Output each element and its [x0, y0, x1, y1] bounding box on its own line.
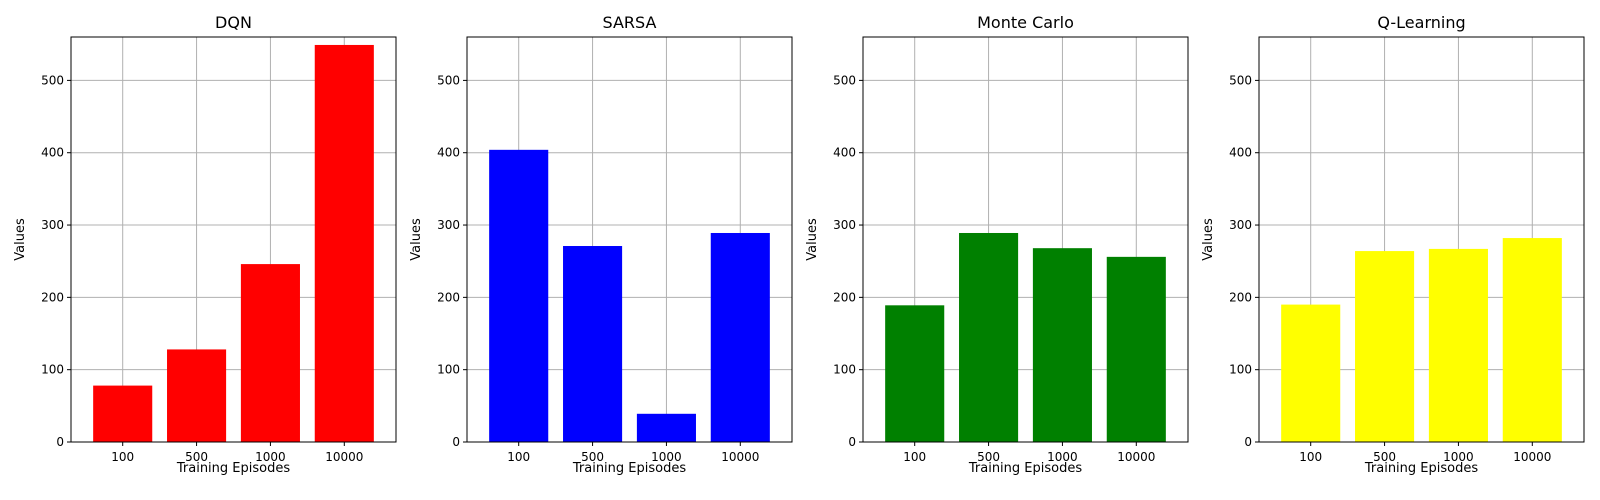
plot-frame: [466, 36, 793, 443]
x-tick-label: 100: [903, 450, 926, 464]
plot-frame: [862, 36, 1189, 443]
x-tick-label: 10000: [721, 450, 759, 464]
y-tick-label: 500: [437, 73, 460, 87]
x-tick-label: 1000: [1443, 450, 1474, 464]
bar-10000: [314, 44, 374, 443]
y-tick-label: 0: [848, 435, 856, 449]
x-tick-label: 1000: [1047, 450, 1078, 464]
bar-1000: [240, 264, 300, 442]
bar-100: [489, 149, 549, 443]
bar-500: [563, 246, 623, 442]
x-tick-label: 10000: [1117, 450, 1155, 464]
y-tick-label: 400: [41, 146, 64, 160]
bar-10000: [1106, 256, 1166, 442]
y-tick-label: 100: [437, 363, 460, 377]
x-axis-label: Training Episodes: [572, 461, 686, 476]
y-tick-label: 400: [437, 146, 460, 160]
x-tick-label: 500: [185, 450, 208, 464]
bar-10000: [1502, 238, 1562, 442]
y-tick-label: 0: [56, 435, 64, 449]
chart-panel-1: 0 100 200 300 400 500 100 500 1000 10000 SARSA Trai…: [409, 13, 793, 476]
x-axis-label: Training Episodes: [968, 461, 1082, 476]
x-tick-label: 500: [1373, 450, 1396, 464]
bar-100: [1281, 304, 1341, 442]
y-tick-label: 400: [1229, 146, 1252, 160]
y-tick-label: 200: [437, 290, 460, 304]
chart-panel-2: 0 100 200 300 400 500 100 500 1000 10000 Monte Car…: [805, 13, 1189, 476]
bar-100: [93, 385, 153, 442]
x-tick-label: 10000: [325, 450, 363, 464]
y-axis-label: Values: [13, 218, 28, 261]
y-tick-label: 100: [41, 363, 64, 377]
x-tick-label: 1000: [255, 450, 286, 464]
y-tick-label: 100: [833, 363, 856, 377]
x-axis-label: Training Episodes: [176, 461, 290, 476]
chart-title: Q-Learning: [1377, 13, 1465, 32]
plot-frame: [1258, 36, 1585, 443]
bar-1000: [1032, 248, 1092, 442]
x-tick-label: 500: [581, 450, 604, 464]
x-tick-label: 100: [507, 450, 530, 464]
chart-title: Monte Carlo: [977, 13, 1074, 32]
bar-500: [1355, 251, 1415, 442]
bar-500: [167, 349, 227, 442]
x-axis-label: Training Episodes: [1364, 461, 1478, 476]
y-tick-label: 200: [41, 290, 64, 304]
x-tick-label: 500: [977, 450, 1000, 464]
y-tick-label: 500: [41, 73, 64, 87]
y-tick-label: 300: [41, 218, 64, 232]
bar-1000: [636, 413, 696, 442]
y-tick-label: 500: [1229, 73, 1252, 87]
bar-100: [885, 305, 945, 442]
y-tick-label: 0: [452, 435, 460, 449]
y-tick-label: 300: [833, 218, 856, 232]
y-axis-label: Values: [1201, 218, 1216, 261]
x-tick-label: 10000: [1513, 450, 1551, 464]
y-tick-label: 300: [437, 218, 460, 232]
y-axis-label: Values: [805, 218, 820, 261]
y-axis-label: Values: [409, 218, 424, 261]
y-tick-label: 400: [833, 146, 856, 160]
y-tick-label: 200: [1229, 290, 1252, 304]
chart-panel-3: 0 100 200 300 400 500 100 500 1000 10000 Q-Learnin…: [1201, 13, 1585, 476]
bar-10000: [710, 232, 770, 442]
x-tick-label: 1000: [651, 450, 682, 464]
y-tick-label: 300: [1229, 218, 1252, 232]
y-tick-label: 100: [1229, 363, 1252, 377]
chart-title: DQN: [215, 13, 252, 32]
bar-1000: [1428, 248, 1488, 442]
chart-title: SARSA: [603, 13, 657, 32]
bar-500: [959, 232, 1019, 442]
y-tick-label: 0: [1244, 435, 1252, 449]
chart-panel-0: 0 100 200 300 400 500 100 500 1000 10000 DQN Traini…: [13, 13, 397, 476]
x-tick-label: 100: [1299, 450, 1322, 464]
x-tick-label: 100: [111, 450, 134, 464]
y-tick-label: 200: [833, 290, 856, 304]
y-tick-label: 500: [833, 73, 856, 87]
plot-frame: [70, 36, 397, 443]
